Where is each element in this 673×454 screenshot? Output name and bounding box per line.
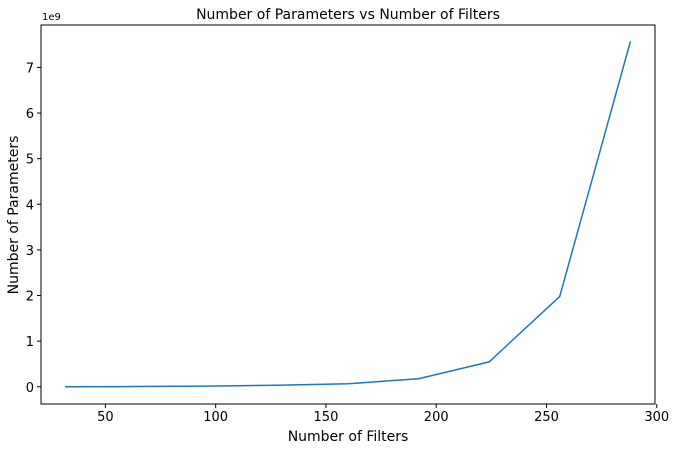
data-point — [417, 378, 420, 380]
data-point — [135, 385, 138, 388]
data-point — [488, 361, 490, 363]
x-axis-ticks: 50 100 150 200 250 300 — [97, 404, 669, 425]
y-tick-label: 3 — [26, 244, 34, 259]
y-axis-ticks: 0 1 2 3 4 5 6 7 — [26, 61, 41, 396]
plot-area-frame — [40, 24, 656, 405]
chart-title: Number of Parameters vs Number of Filter… — [196, 7, 500, 23]
series-layer — [64, 41, 632, 388]
data-point — [558, 295, 561, 298]
x-tick-label: 250 — [534, 410, 559, 425]
x-tick-label: 300 — [644, 410, 669, 425]
y-tick-label: 7 — [26, 61, 34, 76]
y-tick-label: 4 — [26, 198, 34, 213]
y-axis-label: Number of Parameters — [6, 136, 22, 295]
y-axis-scale-label: 1e9 — [42, 12, 61, 23]
x-tick-label: 200 — [424, 410, 449, 425]
x-tick-label: 50 — [97, 410, 114, 425]
data-point — [276, 384, 279, 386]
y-tick-label: 2 — [26, 290, 34, 305]
y-tick-label: 6 — [26, 107, 34, 122]
data-point — [64, 385, 67, 388]
x-axis-label: Number of Filters — [288, 429, 409, 445]
series-line — [65, 41, 632, 388]
data-point — [347, 383, 349, 385]
x-tick-label: 100 — [203, 410, 228, 425]
x-tick-label: 150 — [314, 410, 339, 425]
y-tick-label: 1 — [26, 335, 34, 350]
data-point — [206, 385, 208, 387]
data-point — [629, 41, 632, 43]
y-tick-label: 0 — [26, 381, 34, 396]
y-tick-label: 5 — [26, 153, 34, 168]
